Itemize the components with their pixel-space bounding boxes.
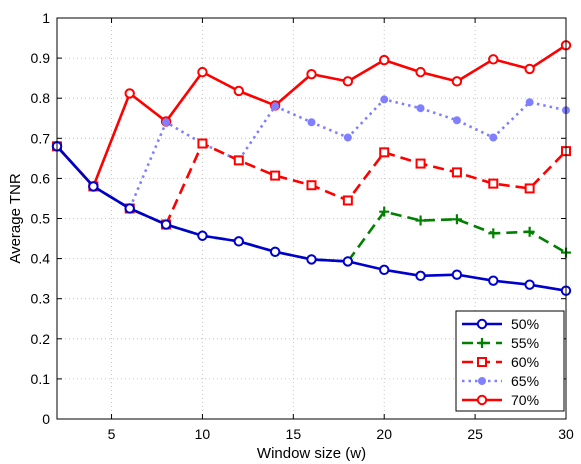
- y-tick-label: 0.9: [31, 50, 51, 66]
- data-point: [476, 394, 488, 406]
- data-point: [233, 155, 244, 166]
- data-point: [197, 138, 208, 149]
- legend-item: 50%: [462, 316, 539, 332]
- series-line: [56, 44, 567, 188]
- data-point: [488, 275, 499, 286]
- data-point: [477, 338, 487, 348]
- data-point: [342, 195, 353, 206]
- data-point: [269, 246, 281, 257]
- y-tick-label: 0.2: [31, 331, 51, 347]
- data-point: [233, 236, 244, 247]
- series-line: [56, 98, 567, 210]
- data-point: [270, 170, 281, 181]
- data-point: [488, 228, 499, 239]
- data-point: [415, 158, 426, 169]
- data-point: [379, 206, 390, 217]
- data-point: [451, 167, 462, 178]
- y-tick-label: 0.6: [31, 170, 51, 186]
- data-point: [197, 230, 208, 241]
- series-group: [51, 40, 572, 296]
- data-point: [380, 95, 389, 104]
- x-tick-label: 5: [108, 426, 116, 442]
- legend-item: 65%: [462, 373, 539, 389]
- data-point: [379, 264, 390, 276]
- y-tick-label: 0.1: [31, 371, 51, 387]
- series-65pct: [53, 95, 570, 213]
- data-point: [306, 180, 317, 191]
- data-point: [271, 102, 280, 111]
- data-point: [488, 178, 499, 189]
- y-tick-label: 0: [42, 411, 50, 427]
- data-point: [342, 76, 354, 87]
- x-tick-label: 25: [467, 426, 483, 442]
- x-tick-label: 20: [376, 426, 392, 442]
- legend: 50% 55% 60% 65% 70%: [455, 310, 565, 412]
- legend-item: 70%: [462, 392, 539, 408]
- x-tick-label: 15: [286, 426, 302, 442]
- data-point: [88, 181, 99, 192]
- y-tick-label: 0.8: [31, 90, 51, 106]
- x-axis-title: Window size (w): [257, 445, 366, 462]
- y-tick-label: 1: [42, 10, 50, 26]
- y-axis-title: Average TNR: [7, 173, 24, 263]
- legend-box: [455, 310, 565, 412]
- axis-ticks: 00.10.20.30.40.50.60.70.80.915 10 15 20 25 30: [31, 10, 574, 442]
- data-point: [124, 88, 135, 99]
- data-point: [162, 118, 171, 127]
- legend-label: 65%: [511, 373, 539, 389]
- data-point: [379, 54, 390, 66]
- data-point: [524, 183, 535, 194]
- data-point: [379, 147, 390, 158]
- data-point: [488, 54, 499, 65]
- data-point: [197, 66, 208, 78]
- data-point: [306, 254, 317, 265]
- series-70pct: [51, 40, 572, 192]
- x-tick-label: 30: [558, 426, 574, 442]
- legend-label: 55%: [511, 335, 539, 351]
- data-point: [451, 269, 463, 280]
- data-point: [415, 66, 426, 78]
- legend-item: 60%: [462, 354, 539, 370]
- data-point: [476, 318, 488, 330]
- data-point: [306, 68, 317, 80]
- y-tick-label: 0.4: [31, 251, 51, 267]
- data-point: [160, 219, 172, 230]
- data-point: [124, 203, 135, 214]
- legend-label: 60%: [511, 354, 539, 370]
- data-point: [415, 215, 426, 226]
- legend-label: 70%: [511, 392, 539, 408]
- data-point: [489, 133, 498, 142]
- data-point: [451, 214, 462, 225]
- data-point: [416, 104, 425, 113]
- data-point: [415, 270, 426, 282]
- legend-item: 55%: [462, 335, 539, 351]
- data-point: [452, 116, 461, 125]
- y-tick-label: 0.3: [31, 291, 51, 307]
- data-point: [343, 133, 352, 142]
- data-point: [478, 377, 486, 385]
- series-60pct: [52, 138, 571, 230]
- data-point: [524, 226, 535, 237]
- series-50pct: [51, 141, 572, 296]
- data-point: [451, 76, 463, 87]
- y-tick-label: 0.5: [31, 211, 51, 227]
- data-point: [524, 63, 535, 75]
- x-tick-label: 10: [195, 426, 211, 442]
- data-point: [524, 279, 535, 290]
- data-point: [233, 85, 244, 97]
- data-point: [477, 357, 487, 367]
- data-point: [342, 256, 354, 267]
- data-point: [525, 98, 534, 107]
- legend-label: 50%: [511, 316, 539, 332]
- y-tick-label: 0.7: [31, 130, 51, 146]
- data-point: [307, 118, 316, 127]
